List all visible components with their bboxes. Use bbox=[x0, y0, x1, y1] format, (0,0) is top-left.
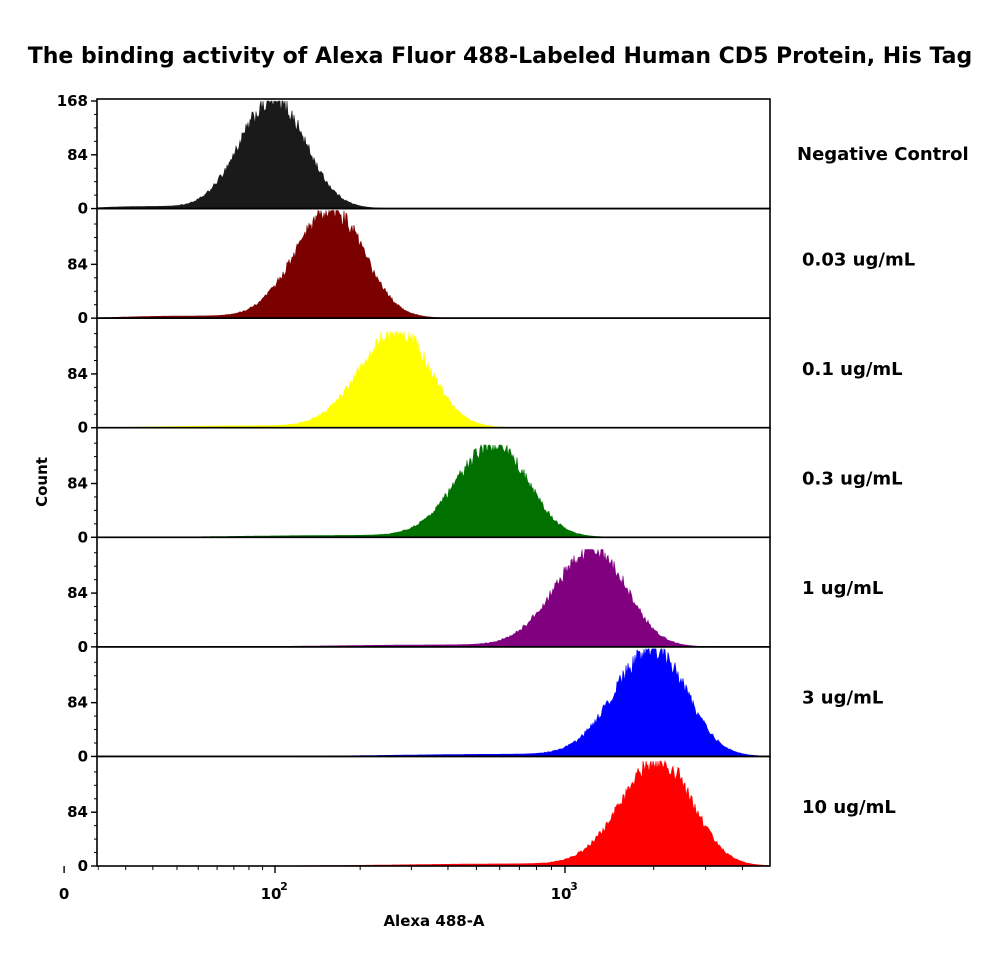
y-tick-label: 0 bbox=[78, 747, 88, 765]
series-label: 0.3 ug/mL bbox=[802, 469, 903, 490]
histogram-panel: 0 84 168 Negative Control bbox=[57, 92, 969, 218]
panel-frame bbox=[96, 98, 771, 210]
y-tick-label: 84 bbox=[67, 475, 88, 493]
y-tick-label: 168 bbox=[57, 92, 88, 110]
chart-title: The binding activity of Alexa Fluor 488-… bbox=[27, 44, 973, 69]
panel-frame bbox=[96, 536, 771, 648]
x-axis-title: Alexa 488-A bbox=[383, 912, 484, 930]
histogram-area bbox=[98, 760, 770, 867]
series-label: 10 ug/mL bbox=[802, 797, 896, 818]
histogram-area bbox=[97, 100, 770, 209]
series-label: Negative Control bbox=[797, 144, 969, 165]
histogram-panel: 0 84 0.1 ug/mL bbox=[67, 317, 903, 437]
panel-frame bbox=[96, 207, 771, 319]
x-tick-label: 0 bbox=[59, 885, 69, 903]
y-tick-label: 0 bbox=[78, 638, 88, 656]
y-tick-label: 84 bbox=[67, 803, 88, 821]
y-tick-label: 0 bbox=[78, 528, 88, 546]
histogram-panel: 0 84 1 ug/mL bbox=[67, 536, 883, 656]
histogram-area bbox=[97, 330, 770, 429]
series-label: 3 ug/mL bbox=[802, 688, 883, 709]
histogram-panel: 0 84 10 ug/mL bbox=[67, 755, 896, 875]
series-label: 0.03 ug/mL bbox=[802, 249, 915, 270]
y-tick-label: 0 bbox=[78, 419, 88, 437]
x-tick-label: 10 bbox=[261, 885, 282, 903]
histogram-area bbox=[97, 444, 770, 538]
x-tick-exponent: 2 bbox=[280, 880, 288, 893]
y-tick-label: 84 bbox=[67, 146, 88, 164]
series-label: 1 ug/mL bbox=[802, 578, 883, 599]
y-tick-label: 84 bbox=[67, 365, 88, 383]
y-tick-label: 0 bbox=[78, 309, 88, 327]
series-label: 0.1 ug/mL bbox=[802, 359, 903, 380]
y-tick-label: 84 bbox=[67, 694, 88, 712]
histogram-panel: 0 84 3 ug/mL bbox=[67, 646, 883, 765]
panel-frame bbox=[96, 755, 771, 867]
y-tick-label: 84 bbox=[67, 255, 88, 273]
y-tick-label: 84 bbox=[67, 584, 88, 602]
x-axis: 0 102 103 bbox=[59, 866, 743, 903]
x-tick-label: 10 bbox=[551, 885, 572, 903]
histogram-area bbox=[97, 209, 770, 319]
histogram-area bbox=[97, 549, 770, 648]
y-tick-label: 0 bbox=[78, 200, 88, 218]
histogram-panel: 0 84 0.3 ug/mL bbox=[67, 426, 903, 546]
histogram-area bbox=[97, 647, 770, 757]
x-tick-exponent: 3 bbox=[570, 880, 578, 893]
histogram-panel: 0 84 0.03 ug/mL bbox=[67, 207, 915, 327]
y-tick-label: 0 bbox=[78, 857, 88, 875]
y-axis-title: Count bbox=[33, 457, 51, 507]
